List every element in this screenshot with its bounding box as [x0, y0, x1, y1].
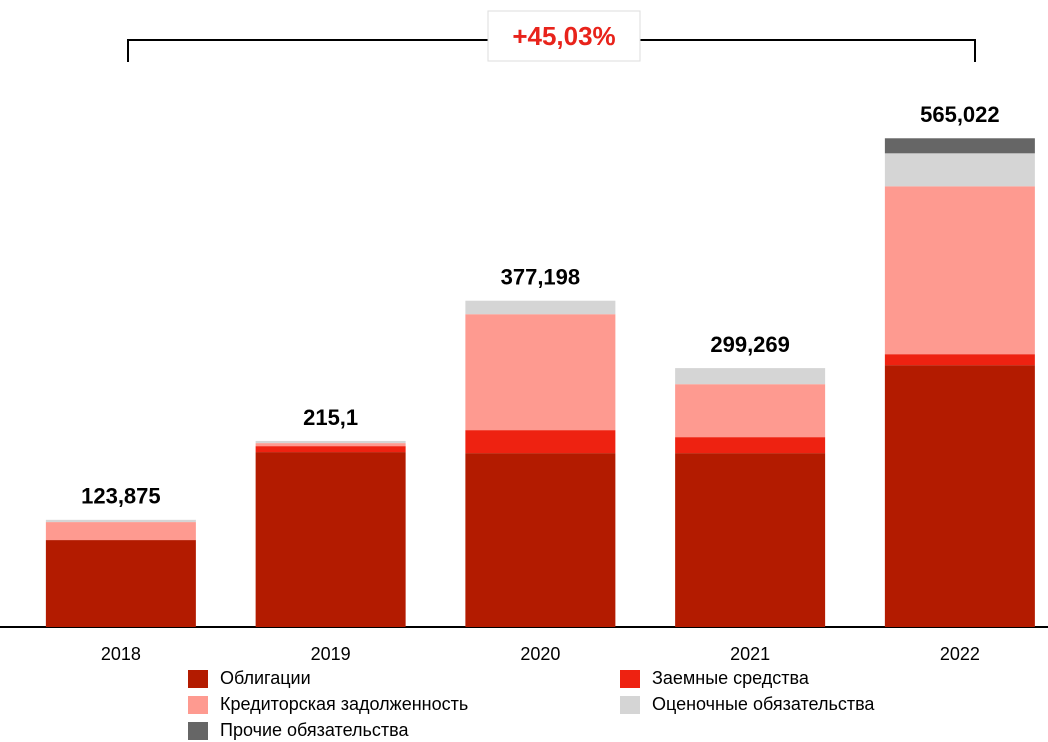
legend-label: Кредиторская задолженность	[220, 694, 468, 714]
x-tick-label: 2018	[101, 644, 141, 664]
legend-label: Заемные средства	[652, 668, 810, 688]
bar-segment	[884, 138, 1035, 154]
bar-segment	[255, 443, 406, 447]
bar-segment	[45, 519, 196, 523]
bar-segment	[675, 368, 826, 385]
annotation-box	[487, 10, 641, 62]
bar-segment	[255, 440, 406, 444]
bar-segment	[675, 453, 826, 627]
legend-swatch	[620, 696, 640, 714]
bar-segment	[884, 153, 1035, 187]
bracket	[127, 39, 976, 62]
total-label: 123,875	[81, 484, 161, 509]
legend-swatch	[188, 670, 208, 688]
bar-segment	[675, 437, 826, 454]
legend-swatch	[188, 722, 208, 740]
bar-segment	[465, 453, 616, 627]
legend-swatch	[188, 696, 208, 714]
bar-segment	[465, 314, 616, 431]
bar-segment	[255, 446, 406, 453]
bar-segment	[884, 365, 1035, 627]
bar-segment	[884, 186, 1035, 355]
x-tick-label: 2021	[730, 644, 770, 664]
x-tick-label: 2020	[520, 644, 560, 664]
bar-segment	[675, 384, 826, 438]
bar-segment	[884, 354, 1035, 366]
bar-segment	[45, 540, 196, 627]
bar-segment	[255, 452, 406, 627]
bar-segment	[465, 300, 616, 315]
total-label: 215,1	[303, 405, 358, 430]
annotation: +45,03%	[512, 21, 615, 51]
x-tick-label: 2019	[311, 644, 351, 664]
legend-label: Облигации	[220, 668, 311, 688]
total-label: 565,022	[920, 102, 1000, 127]
legend-label: Прочие обязательства	[220, 720, 409, 740]
total-label: 377,198	[501, 265, 581, 290]
bar-segment	[45, 522, 196, 541]
legend-swatch	[620, 670, 640, 688]
legend-label: Оценочные обязательства	[652, 694, 875, 714]
x-tick-label: 2022	[940, 644, 980, 664]
total-label: 299,269	[710, 332, 790, 357]
bar-segment	[465, 430, 616, 454]
